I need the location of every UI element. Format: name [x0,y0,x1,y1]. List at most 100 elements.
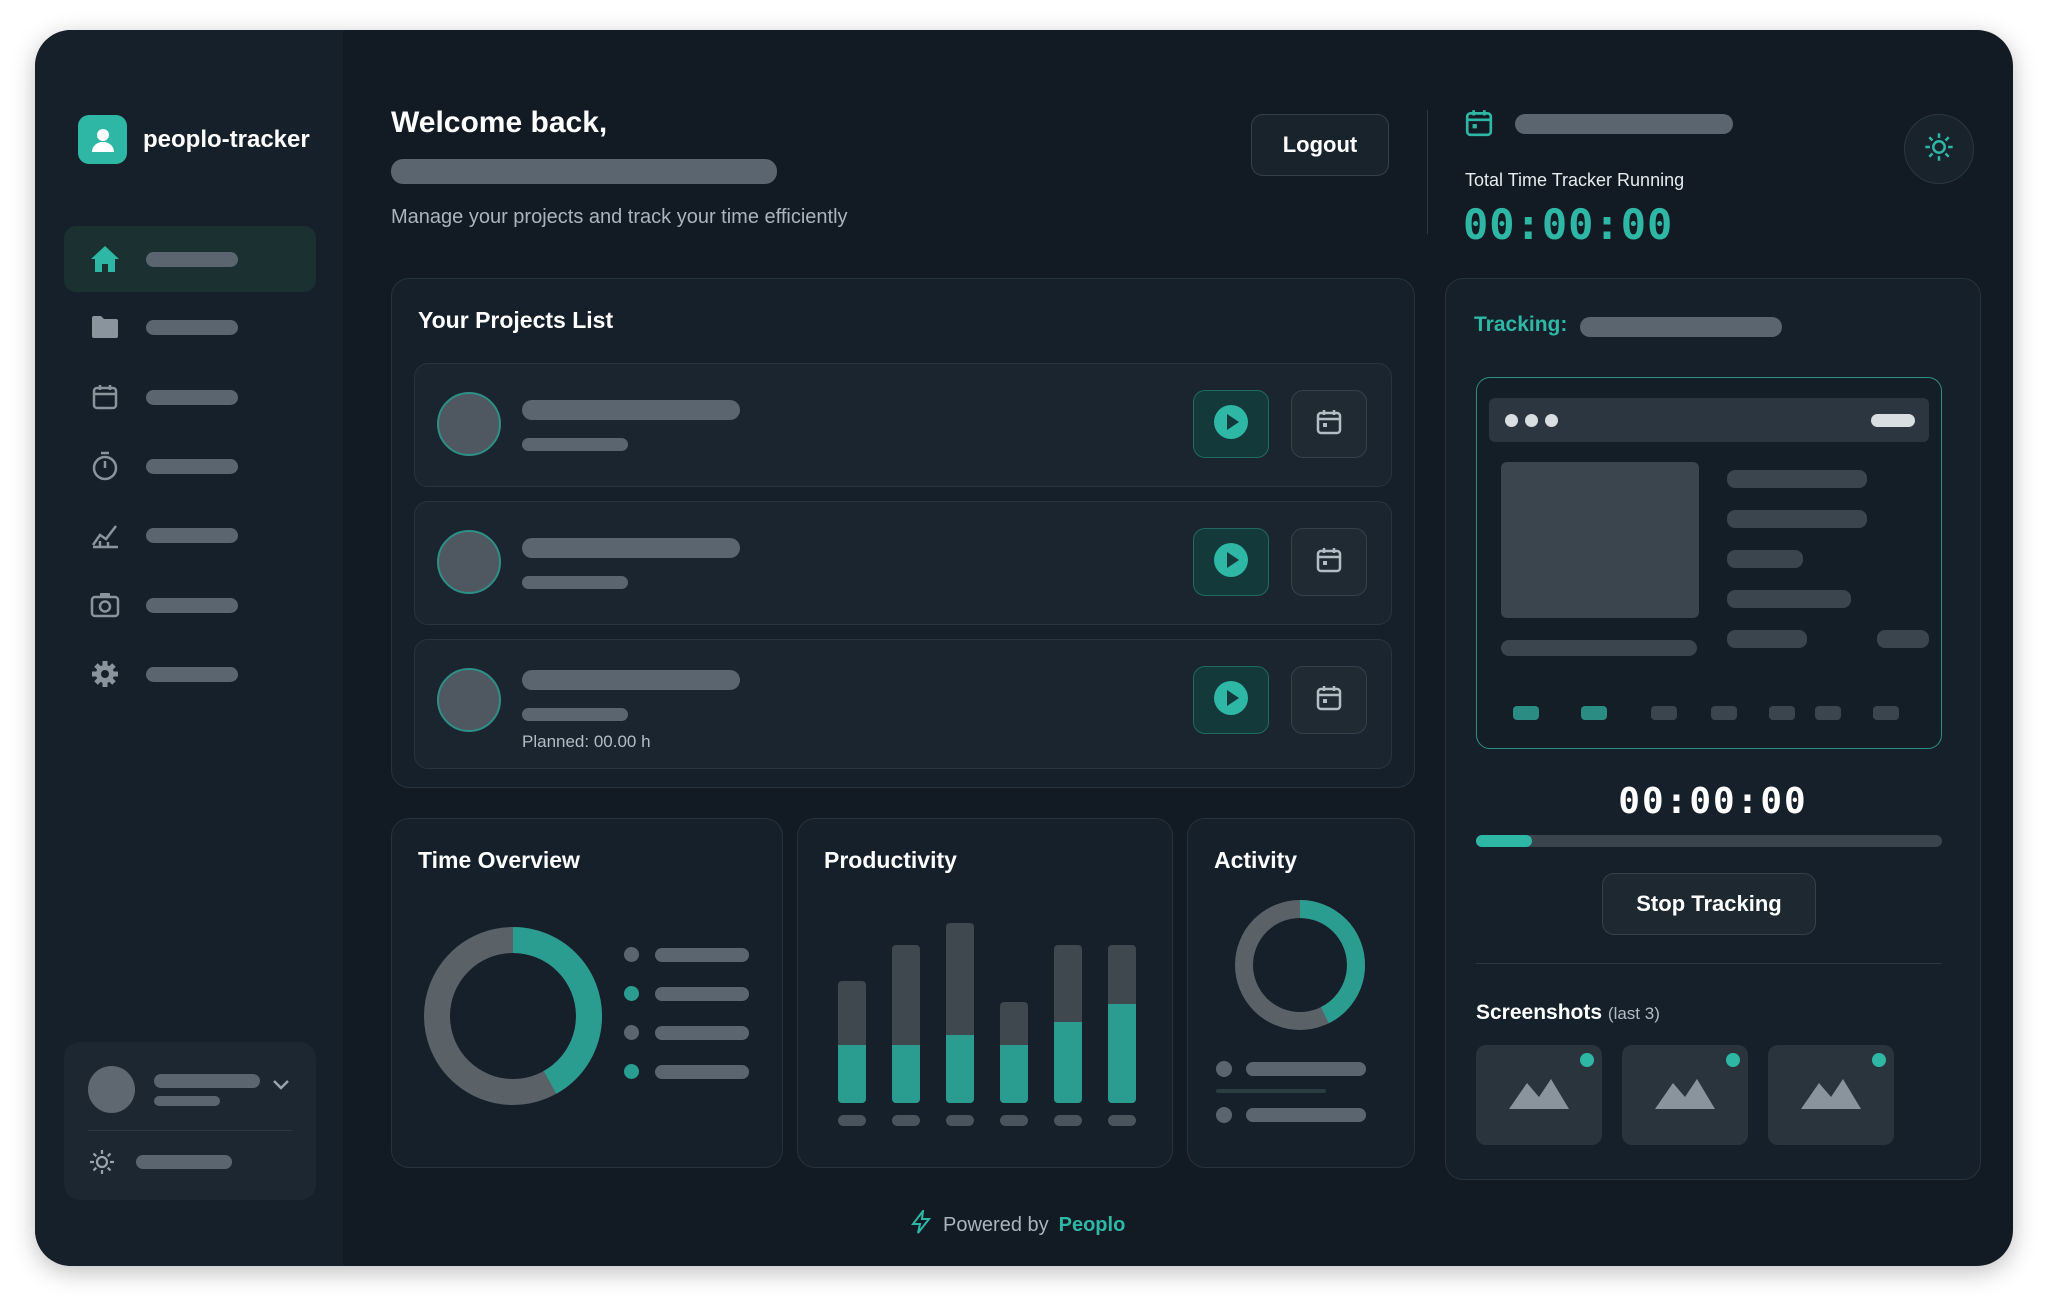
footer: Powered by Peoplo [910,1207,1126,1240]
tracking-panel: Tracking: [1445,278,1981,1180]
time-overview-title: Time Overview [418,847,580,873]
screenshots-title: Screenshots [1476,1001,1603,1024]
productivity-bar [1108,944,1136,1103]
user-name-placeholder [154,1074,260,1088]
user-logo-icon [78,115,127,164]
schedule-button[interactable] [1291,666,1367,734]
productivity-bars [838,923,1138,1103]
avatar[interactable] [88,1066,135,1113]
start-timer-button[interactable] [1193,528,1269,596]
project-row[interactable]: Planned: 00.00 h [414,639,1392,769]
divider [1476,963,1942,964]
user-role-placeholder [154,1096,220,1106]
preview-image [1501,462,1699,618]
legend-item [1216,1107,1366,1123]
total-tracker-label: Total Time Tracker Running [1465,170,1685,190]
sidebar-item-reports[interactable] [64,502,316,568]
sun-icon[interactable] [88,1148,116,1181]
schedule-button[interactable] [1291,390,1367,458]
project-name-placeholder [522,400,740,420]
status-dot [1726,1053,1740,1067]
sidebar-item-label-placeholder [146,389,238,405]
image-icon [1653,1075,1717,1116]
productivity-tick [1054,1115,1082,1126]
username-placeholder [391,159,777,184]
activity-card: Activity [1187,818,1415,1168]
folder-icon [88,310,122,344]
start-timer-button[interactable] [1193,666,1269,734]
play-icon [1213,542,1249,583]
sidebar-item-settings[interactable] [64,641,316,707]
sun-icon [1923,131,1955,168]
sidebar-item-label-placeholder [146,319,238,335]
preview-line [1727,550,1803,568]
projects-panel: Your Projects List [391,278,1415,788]
schedule-button[interactable] [1291,528,1367,596]
productivity-card: Productivity [797,818,1173,1168]
theme-toggle-button[interactable] [1904,114,1974,184]
productivity-bar [1054,944,1082,1103]
screen-preview [1476,377,1942,749]
productivity-title: Productivity [824,847,957,873]
productivity-bar-fill [1054,1022,1082,1103]
legend-item [624,986,749,1001]
sidebar-item-label-placeholder [146,458,238,474]
status-dot [1872,1053,1886,1067]
user-card [64,1042,316,1200]
productivity-tick [946,1115,974,1126]
legend-item [624,1025,749,1040]
productivity-bar-fill [892,1045,920,1103]
footer-link[interactable]: Peoplo [1058,1213,1126,1236]
project-row[interactable] [414,501,1392,625]
productivity-bar [892,944,920,1103]
logout-button[interactable]: Logout [1251,114,1389,176]
calendar-icon [1315,684,1343,717]
project-avatar [437,530,501,594]
productivity-bar [838,980,866,1103]
project-name-placeholder [522,538,740,558]
image-icon [1507,1075,1571,1116]
app-window: peoplo-tracker [35,30,2013,1266]
sidebar-item-label-placeholder [146,251,238,267]
preview-line [1727,630,1807,648]
status-dot [1580,1053,1594,1067]
total-tracker-time: 00:00:00 [1463,200,1674,249]
sidebar-item-calendar[interactable] [64,364,316,430]
screenshot-thumbnail[interactable] [1622,1045,1748,1145]
productivity-tick [892,1115,920,1126]
project-meta-placeholder [522,576,628,589]
screenshot-thumbnail[interactable] [1476,1045,1602,1145]
sidebar-item-screenshots[interactable] [64,572,316,638]
sidebar-item-label-placeholder [146,597,238,613]
screenshot-thumbnail[interactable] [1768,1045,1894,1145]
project-avatar [437,392,501,456]
calendar-icon [1464,108,1494,143]
camera-icon [88,588,122,622]
divider [1427,110,1428,234]
project-row[interactable] [414,363,1392,487]
calendar-icon [88,380,122,414]
brand[interactable]: peoplo-tracker [78,115,310,164]
project-name-placeholder [522,670,740,690]
sidebar-item-timer[interactable] [64,433,316,499]
project-meta-placeholder [522,708,628,721]
start-timer-button[interactable] [1193,390,1269,458]
tracking-progress-fill [1476,835,1532,847]
screenshots-heading: Screenshots (last 3) [1476,1001,1660,1025]
tracking-progress [1476,835,1942,847]
play-icon [1213,680,1249,721]
sidebar: peoplo-tracker [35,30,343,1266]
preview-line [1727,470,1867,488]
image-icon [1799,1075,1863,1116]
chevron-down-icon[interactable] [272,1078,290,1096]
page-subtitle: Manage your projects and track your time… [391,206,848,228]
legend-item [624,947,749,962]
brand-name: peoplo-tracker [143,125,310,153]
welcome-heading: Welcome back, [391,106,608,139]
time-overview-legend [624,947,749,1079]
stop-tracking-button[interactable]: Stop Tracking [1602,873,1816,935]
planned-hours: Planned: 00.00 h [522,732,651,751]
sidebar-item-projects[interactable] [64,294,316,360]
sidebar-item-home[interactable] [64,226,316,292]
tracking-project-placeholder [1580,317,1782,337]
